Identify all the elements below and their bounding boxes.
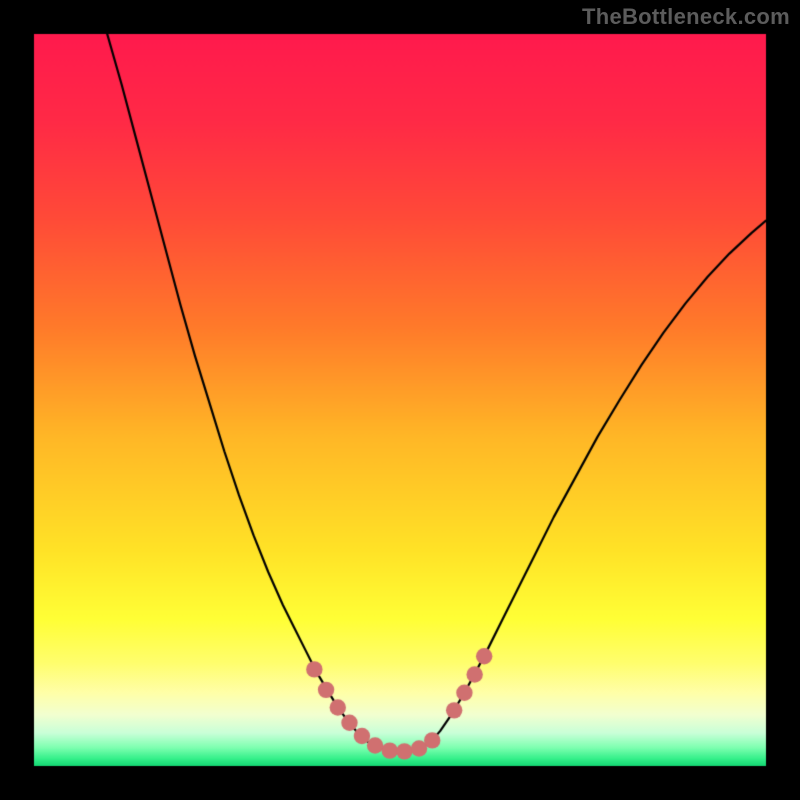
chart-stage: TheBottleneck.com — [0, 0, 800, 800]
watermark-label: TheBottleneck.com — [582, 4, 790, 30]
bottleneck-curve-chart — [0, 0, 800, 800]
